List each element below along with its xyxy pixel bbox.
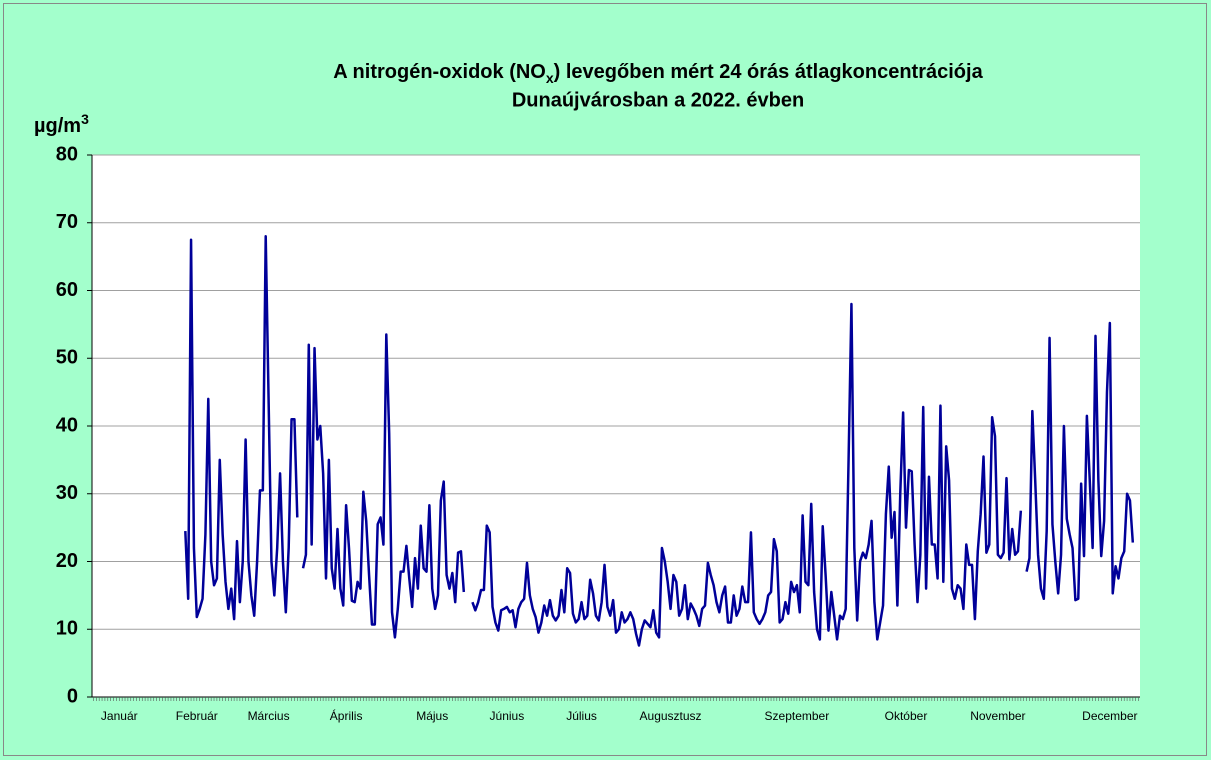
y-tick-label: 10 [56, 618, 78, 640]
y-tick-label: 20 [56, 550, 78, 572]
chart-subtitle: Dunaújvárosban a 2022. évben [512, 89, 804, 111]
x-tick-label: Július [566, 709, 597, 723]
x-tick-label: Április [330, 708, 363, 723]
y-tick-label: 60 [56, 279, 78, 301]
y-label-superscript: 3 [81, 111, 89, 127]
axis: 0 10 20 30 40 50 60 70 80 Január Február Március Ápr… [56, 143, 1140, 723]
data-line [184, 235, 1135, 647]
series [184, 235, 1135, 647]
y-axis-label: µg/m3 [34, 111, 89, 138]
y-tick-label: 70 [56, 211, 78, 233]
x-tick-label: Február [176, 709, 218, 723]
x-tick-label: Május [416, 709, 448, 723]
y-tick-label: 30 [56, 482, 78, 504]
title-text: A nitrogén-oxidok (NO [333, 61, 546, 83]
title-subscript: x [546, 70, 554, 86]
x-tick-label: Január [101, 709, 138, 723]
x-tick-label: Szeptember [765, 709, 830, 723]
x-tick-label: Augusztusz [640, 709, 702, 723]
x-tick-label: December [1082, 709, 1137, 723]
x-tick-label: Június [490, 709, 525, 723]
x-tick-label: Március [248, 709, 290, 723]
y-tick-label: 50 [56, 347, 78, 369]
y-tick-label: 40 [56, 414, 78, 436]
x-tick-label: November [970, 709, 1025, 723]
y-tick-label: 0 [67, 685, 78, 707]
chart-title: A nitrogén-oxidok (NOx) levegőben mért 2… [333, 61, 983, 85]
y-tick-label: 80 [56, 143, 78, 165]
y-label-text: µg/m [34, 115, 81, 137]
title-text: ) levegőben mért 24 órás átlagkoncentrác… [554, 61, 984, 83]
x-tick-label: Október [885, 709, 928, 723]
